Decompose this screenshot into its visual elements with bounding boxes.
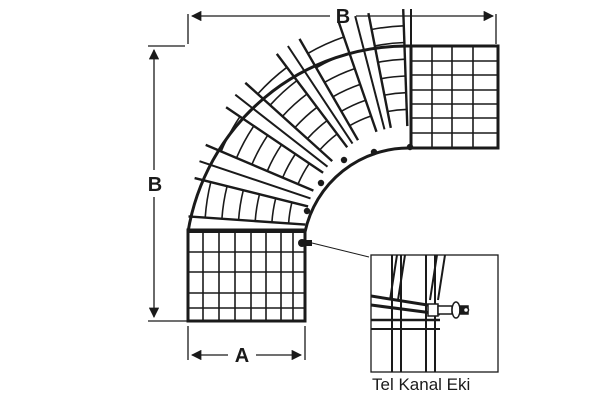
mesh-wire <box>234 93 329 168</box>
inner-arc <box>303 146 412 233</box>
mesh-wire <box>374 41 405 47</box>
mesh-wire <box>349 115 372 127</box>
mesh-wire <box>275 53 349 149</box>
detail-leader-line <box>311 242 370 258</box>
mesh-wire <box>306 119 328 140</box>
straight-section-right <box>409 44 500 150</box>
top-dimension-label: B <box>336 6 350 28</box>
mesh-wire <box>332 83 361 98</box>
mesh-wire <box>244 81 334 162</box>
mesh-wire <box>199 160 311 200</box>
left-dimension-label: B <box>148 174 162 196</box>
mesh-wire <box>251 134 269 165</box>
mesh-wire <box>324 67 355 83</box>
mesh-wire <box>254 194 261 222</box>
bottom-dimension-label: A <box>235 345 249 367</box>
joint-clamps <box>298 143 414 247</box>
mesh-wire <box>257 66 288 95</box>
mesh-wire <box>402 9 409 127</box>
mesh-wire <box>287 202 293 224</box>
mesh-wire <box>307 36 345 55</box>
mesh-wire <box>235 125 255 159</box>
dimension-lines <box>148 10 497 361</box>
mesh-wire <box>297 162 310 185</box>
mesh-wire <box>281 93 308 117</box>
mesh-wire <box>269 79 298 106</box>
mesh-wire <box>337 20 378 133</box>
mesh-wire <box>205 143 314 192</box>
mesh-wire <box>367 12 392 129</box>
cable-tray-elbow <box>186 9 500 323</box>
mesh-wire <box>319 133 338 151</box>
outer-arc <box>186 44 412 233</box>
bolt-clamp-detail <box>427 301 470 319</box>
mesh-wire <box>384 91 407 96</box>
mesh-wire <box>294 106 318 129</box>
mesh-wire <box>287 45 354 145</box>
mesh-wire <box>281 153 297 178</box>
curved-segments <box>188 9 412 233</box>
detail-inset <box>370 254 499 373</box>
mesh-wire <box>340 99 366 112</box>
mesh-wire <box>204 181 212 218</box>
mesh-wire <box>298 38 360 141</box>
mesh-wire <box>194 176 309 208</box>
mesh-wire <box>354 15 386 130</box>
mesh-wire <box>188 215 306 226</box>
mesh-wire <box>377 58 406 64</box>
mesh-wire <box>387 108 407 113</box>
mesh-wire <box>371 25 404 31</box>
inset-caption: Tel Kanal Eki <box>372 375 470 394</box>
mesh-wire <box>237 190 245 220</box>
mesh-wire <box>221 185 228 219</box>
mesh-wire <box>266 144 283 172</box>
mesh-wire <box>271 198 277 223</box>
straight-section-bottom <box>186 228 307 323</box>
mesh-wire <box>381 75 406 80</box>
